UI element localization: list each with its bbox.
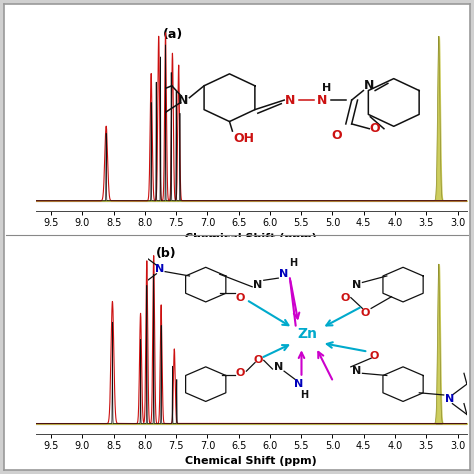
X-axis label: Chemical Shift (ppm): Chemical Shift (ppm) [185, 456, 317, 466]
Text: (b): (b) [156, 247, 177, 260]
X-axis label: Chemical Shift (ppm): Chemical Shift (ppm) [185, 233, 317, 244]
Text: (a): (a) [163, 28, 183, 41]
